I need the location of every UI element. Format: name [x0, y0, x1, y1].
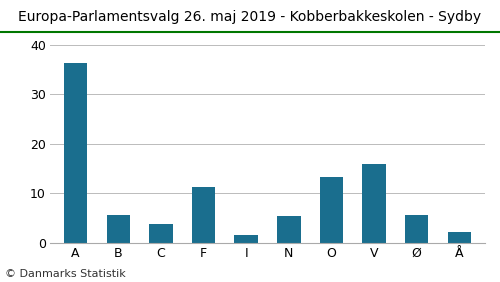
Text: Europa-Parlamentsvalg 26. maj 2019 - Kobberbakkeskolen - Sydby: Europa-Parlamentsvalg 26. maj 2019 - Kob… — [18, 10, 481, 24]
Bar — [192, 187, 216, 243]
Bar — [149, 224, 172, 243]
Text: © Danmarks Statistik: © Danmarks Statistik — [5, 269, 126, 279]
Bar — [234, 235, 258, 243]
Bar — [320, 177, 343, 243]
Bar — [277, 216, 300, 243]
Bar — [362, 164, 386, 243]
Bar — [64, 63, 88, 243]
Bar — [405, 215, 428, 243]
Bar — [448, 232, 471, 243]
Bar — [106, 215, 130, 243]
